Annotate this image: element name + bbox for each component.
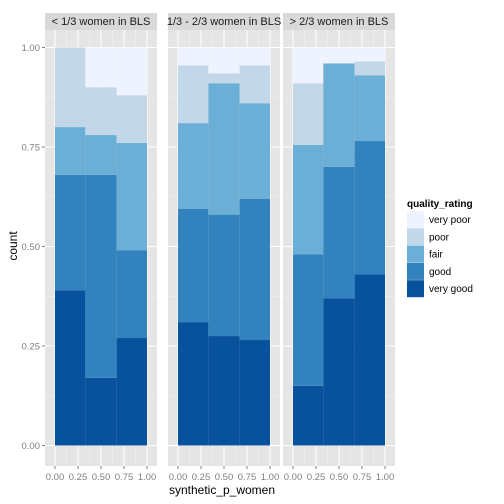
legend: quality_rating very poorpoorfairgoodvery… — [407, 199, 473, 298]
y-tick-label: 0.50 — [22, 242, 41, 253]
facet-strip-label: < 1/3 women in BLS — [52, 16, 151, 28]
bar-segment-good — [85, 174, 117, 378]
bar-segment-good — [354, 141, 385, 275]
bar-segment-fair — [208, 83, 240, 215]
bar-segment-fair — [323, 63, 355, 167]
bar-segment-poor — [239, 65, 270, 104]
y-tick-label: 0.25 — [22, 342, 41, 353]
bar-segment-fair — [239, 103, 270, 199]
x-tick-label: 1.00 — [376, 472, 395, 483]
legend-label: very good — [429, 284, 473, 295]
bar-segment-poor — [178, 65, 209, 124]
legend-title: quality_rating — [407, 199, 473, 210]
bar-segment-very-good — [293, 385, 324, 446]
x-tick-label: 0.00 — [46, 472, 65, 483]
facet-strip — [283, 13, 395, 30]
bar-segment-very-poor — [178, 47, 209, 66]
bar-segment-fair — [116, 143, 147, 251]
facet-strip-label: > 2/3 women in BLS — [290, 16, 389, 28]
bar-segment-fair — [55, 127, 86, 175]
bar-segment-good — [208, 214, 240, 337]
bar-segment-very-good — [323, 298, 355, 446]
x-tick-label: 0.00 — [169, 472, 188, 483]
legend-label: good — [429, 267, 451, 278]
legend-swatch — [407, 228, 424, 246]
legend-swatch — [407, 211, 424, 228]
legend-swatch — [407, 245, 424, 263]
x-axis-title: synthetic_p_women — [169, 483, 275, 497]
bar-segment-fair — [354, 75, 385, 142]
facet-panel: < 1/3 women in BLS 0.00 0.25 0.50 0.75 1.00 — [45, 13, 157, 483]
bar-segment-very-poor — [85, 47, 117, 88]
bar-segment-very-good — [239, 340, 270, 446]
x-tick-label: 0.75 — [115, 472, 134, 483]
bar-segment-poor — [208, 73, 240, 84]
bar-segment-very-good — [178, 322, 209, 446]
bar-segment-good — [116, 250, 147, 339]
bar-segment-very-poor — [293, 47, 324, 84]
bar-segment-very-poor — [116, 47, 147, 96]
bar-segment-good — [55, 174, 86, 291]
y-tick-label: 0.75 — [22, 143, 41, 154]
bar-segment-poor — [116, 95, 147, 144]
facet-strip — [45, 13, 157, 30]
bar-segment-poor — [293, 83, 324, 146]
bar-segment-good — [178, 208, 209, 323]
bar-segment-very-poor — [239, 47, 270, 66]
facet-strip-label: 1/3 - 2/3 women in BLS — [167, 16, 281, 28]
bar-segment-very-good — [116, 338, 147, 446]
bar-segment-fair — [293, 145, 324, 255]
bar-segment-very-good — [208, 336, 240, 446]
x-tick-label: 0.75 — [238, 472, 257, 483]
x-tick-label: 0.50 — [92, 472, 111, 483]
legend-label: very poor — [429, 215, 471, 226]
facet-strip — [168, 13, 280, 30]
bar-segment-very-poor — [354, 47, 385, 62]
facet-panel: > 2/3 women in BLS 0.00 0.25 0.50 0.75 1.00 — [283, 13, 395, 483]
facet-panel: 1/3 - 2/3 women in BLS 0.00 0.25 0.50 0.75 1.… — [167, 13, 281, 483]
x-tick-label: 0.75 — [353, 472, 372, 483]
legend-items: very poor poor fair good very good — [407, 211, 473, 298]
y-axis-title: count — [6, 231, 20, 261]
x-tick-label: 0.25 — [307, 472, 326, 483]
bar-segment-poor — [55, 47, 86, 128]
bar-segment-poor — [85, 87, 117, 136]
bar-segment-good — [323, 166, 355, 299]
x-tick-label: 0.50 — [330, 472, 349, 483]
x-tick-label: 0.00 — [284, 472, 303, 483]
x-tick-label: 0.25 — [192, 472, 211, 483]
y-tick-label: 1.00 — [22, 43, 41, 54]
bar-segment-fair — [178, 123, 209, 209]
bar-segment-good — [239, 198, 270, 341]
bar-segment-very-good — [85, 377, 117, 446]
bar-segment-fair — [85, 135, 117, 175]
x-tick-label: 1.00 — [261, 472, 280, 483]
legend-swatch — [407, 262, 424, 280]
legend-swatch — [407, 280, 424, 298]
x-tick-label: 0.50 — [215, 472, 234, 483]
bar-segment-very-good — [354, 274, 385, 446]
bar-segment-very-poor — [323, 47, 355, 64]
legend-label: poor — [429, 232, 450, 243]
x-tick-label: 0.25 — [69, 472, 88, 483]
bar-segment-very-good — [55, 290, 86, 446]
bar-segment-good — [293, 254, 324, 386]
bar-segment-poor — [354, 61, 385, 76]
legend-label: fair — [429, 250, 444, 261]
y-axis: 0.00 0.25 0.50 0.75 1.00 — [22, 43, 45, 452]
y-tick-label: 0.00 — [22, 441, 41, 452]
x-tick-label: 1.00 — [138, 472, 157, 483]
bar-segment-very-poor — [208, 47, 240, 74]
